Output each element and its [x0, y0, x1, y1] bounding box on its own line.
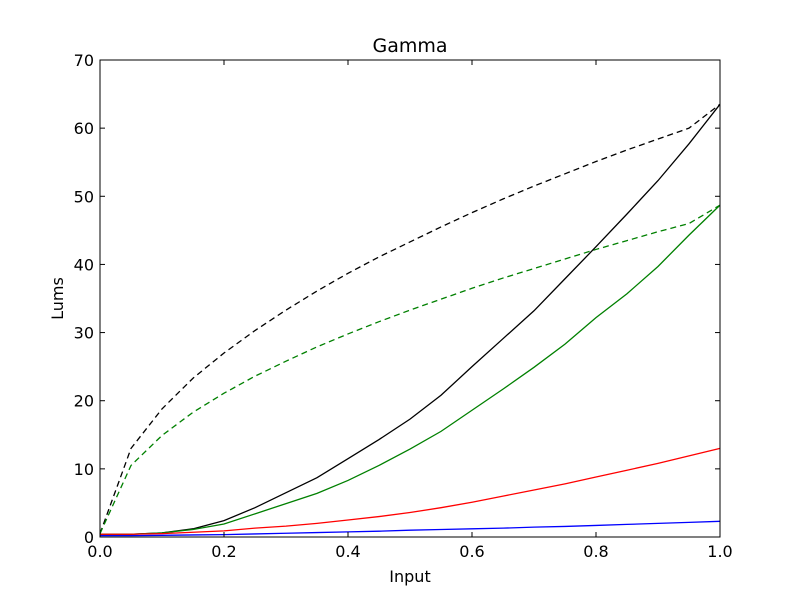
x-tick-label: 0.6 — [459, 542, 484, 561]
series-line-5 — [100, 520, 721, 537]
y-axis-label: Lums — [48, 277, 67, 320]
series-line-0 — [99, 103, 721, 534]
x-tick-label: 0.4 — [335, 542, 360, 561]
x-axis-label: Input — [389, 567, 430, 586]
x-tick-label: 0.0 — [87, 542, 112, 561]
series-line-4 — [100, 447, 721, 535]
series-layer — [99, 103, 721, 537]
x-tick-label: 1.0 — [707, 542, 732, 561]
series-line-2 — [100, 103, 721, 535]
y-tick-label: 10 — [74, 460, 94, 479]
y-tick-label: 40 — [74, 255, 94, 274]
chart-title: Gamma — [372, 35, 447, 57]
x-tick-label: 0.2 — [211, 542, 236, 561]
y-tick-label: 60 — [74, 119, 94, 138]
series-line-3 — [100, 204, 721, 535]
ticks-layer: 0.0 0.2 0.4 0.6 0.8 1.0 0 10 20 30 40 50 60 70 — [74, 51, 733, 561]
y-tick-label: 30 — [74, 324, 94, 343]
x-tick-label: 0.8 — [583, 542, 608, 561]
y-tick-label: 70 — [74, 51, 94, 70]
y-tick-label: 50 — [74, 187, 94, 206]
y-tick-label: 20 — [74, 392, 94, 411]
plot-frame — [99, 59, 721, 538]
series-line-1 — [99, 204, 721, 534]
y-tick-label: 0 — [84, 528, 94, 547]
